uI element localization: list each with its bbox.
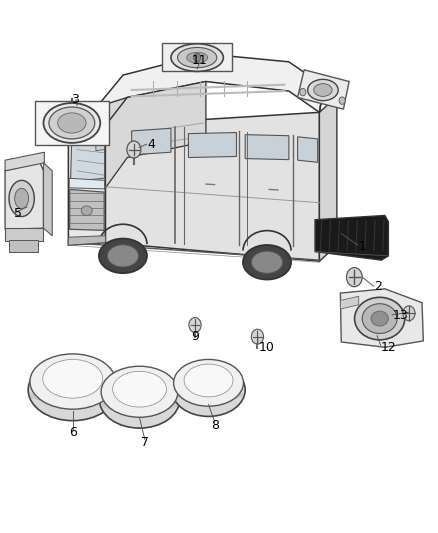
Polygon shape	[5, 228, 43, 241]
Polygon shape	[188, 133, 237, 158]
Polygon shape	[68, 126, 106, 245]
Ellipse shape	[251, 251, 283, 273]
Text: 3: 3	[71, 93, 79, 106]
Ellipse shape	[30, 354, 116, 409]
Polygon shape	[106, 112, 319, 261]
Circle shape	[189, 318, 201, 333]
Text: 4: 4	[147, 138, 155, 151]
Ellipse shape	[172, 364, 245, 416]
Polygon shape	[319, 96, 337, 261]
Ellipse shape	[314, 84, 332, 96]
Text: 12: 12	[381, 341, 396, 354]
Ellipse shape	[187, 52, 208, 63]
Ellipse shape	[177, 47, 217, 68]
Polygon shape	[340, 296, 359, 309]
Ellipse shape	[184, 364, 233, 397]
Polygon shape	[297, 70, 349, 109]
Ellipse shape	[355, 297, 405, 340]
Ellipse shape	[43, 359, 102, 398]
Ellipse shape	[58, 113, 86, 133]
Ellipse shape	[99, 239, 147, 273]
Polygon shape	[245, 135, 289, 160]
Polygon shape	[340, 289, 424, 348]
Ellipse shape	[99, 370, 180, 428]
Ellipse shape	[28, 359, 117, 421]
Text: 9: 9	[191, 330, 199, 343]
Ellipse shape	[107, 245, 139, 267]
Circle shape	[403, 306, 415, 321]
Polygon shape	[5, 152, 44, 171]
Circle shape	[251, 329, 264, 344]
Ellipse shape	[173, 359, 244, 406]
Polygon shape	[10, 240, 38, 252]
Text: 8: 8	[211, 419, 219, 432]
Polygon shape	[68, 236, 106, 245]
Polygon shape	[297, 137, 318, 163]
Polygon shape	[106, 82, 206, 188]
Polygon shape	[97, 54, 324, 126]
Text: 6: 6	[69, 426, 77, 439]
Ellipse shape	[9, 180, 34, 216]
Text: 10: 10	[258, 341, 274, 354]
Circle shape	[339, 97, 345, 104]
Text: 13: 13	[393, 309, 409, 322]
Polygon shape	[43, 163, 52, 236]
Ellipse shape	[171, 44, 223, 71]
Ellipse shape	[49, 107, 95, 139]
Ellipse shape	[243, 245, 291, 279]
Text: 7: 7	[141, 437, 149, 449]
Text: 5: 5	[14, 207, 22, 220]
Ellipse shape	[173, 387, 244, 401]
Text: 11: 11	[191, 54, 207, 67]
Text: 2: 2	[374, 280, 382, 293]
Text: 1: 1	[359, 240, 367, 253]
Ellipse shape	[14, 188, 28, 208]
Ellipse shape	[101, 366, 178, 417]
Circle shape	[127, 141, 141, 158]
Polygon shape	[96, 144, 105, 151]
Ellipse shape	[43, 103, 100, 143]
Circle shape	[300, 88, 306, 96]
Polygon shape	[35, 101, 109, 146]
Polygon shape	[132, 128, 171, 155]
Ellipse shape	[81, 206, 92, 215]
Polygon shape	[68, 98, 127, 128]
Polygon shape	[315, 215, 389, 260]
Polygon shape	[69, 178, 105, 189]
Ellipse shape	[30, 387, 116, 403]
Polygon shape	[70, 189, 104, 230]
Polygon shape	[71, 131, 105, 181]
Ellipse shape	[177, 392, 240, 411]
Ellipse shape	[371, 311, 389, 326]
Polygon shape	[5, 163, 43, 229]
Ellipse shape	[105, 402, 174, 422]
Circle shape	[194, 53, 201, 62]
Ellipse shape	[362, 304, 397, 334]
Circle shape	[346, 268, 362, 287]
Ellipse shape	[307, 79, 338, 101]
Ellipse shape	[34, 393, 111, 415]
Ellipse shape	[101, 397, 178, 412]
Ellipse shape	[113, 372, 166, 407]
Polygon shape	[162, 43, 232, 71]
